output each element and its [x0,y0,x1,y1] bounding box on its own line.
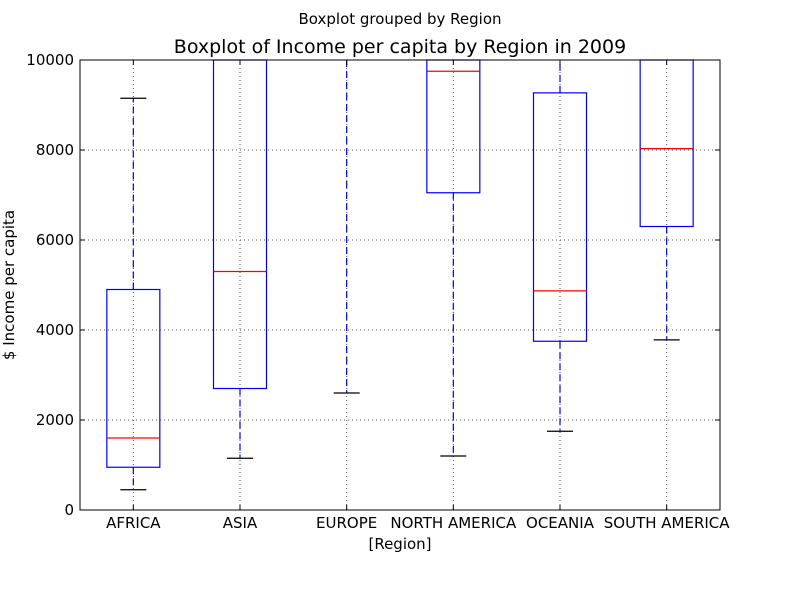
y-tick-label: 10000 [26,51,74,69]
y-tick-label: 2000 [36,411,74,429]
chart-suptitle: Boxplot grouped by Region [299,10,502,28]
x-tick-label: OCEANIA [526,514,595,532]
plot-area-frame [79,59,721,511]
y-tick-label: 4000 [36,321,74,339]
axes: 0 2000 4000 6000 8000 10000 AFRICA ASIA EUROPE NO… [26,51,730,532]
boxes [106,59,694,491]
x-tick-label: SOUTH AMERICA [604,514,731,532]
x-axis-label: [Region] [368,535,431,553]
y-tick-label: 6000 [36,231,74,249]
chart-title: Boxplot of Income per capita by Region i… [174,36,626,58]
y-axis-label: $ Income per capita [0,210,18,360]
y-tick-label: 0 [64,501,74,519]
x-tick-label: ASIA [223,514,258,532]
box-africa [106,288,161,468]
y-tick-label: 8000 [36,141,74,159]
x-tick-label: EUROPE [316,514,377,532]
x-tick-label: AFRICA [106,514,161,532]
x-tick-label: NORTH AMERICA [390,514,517,532]
box-oceania [532,92,588,342]
grid-lines [80,59,720,511]
